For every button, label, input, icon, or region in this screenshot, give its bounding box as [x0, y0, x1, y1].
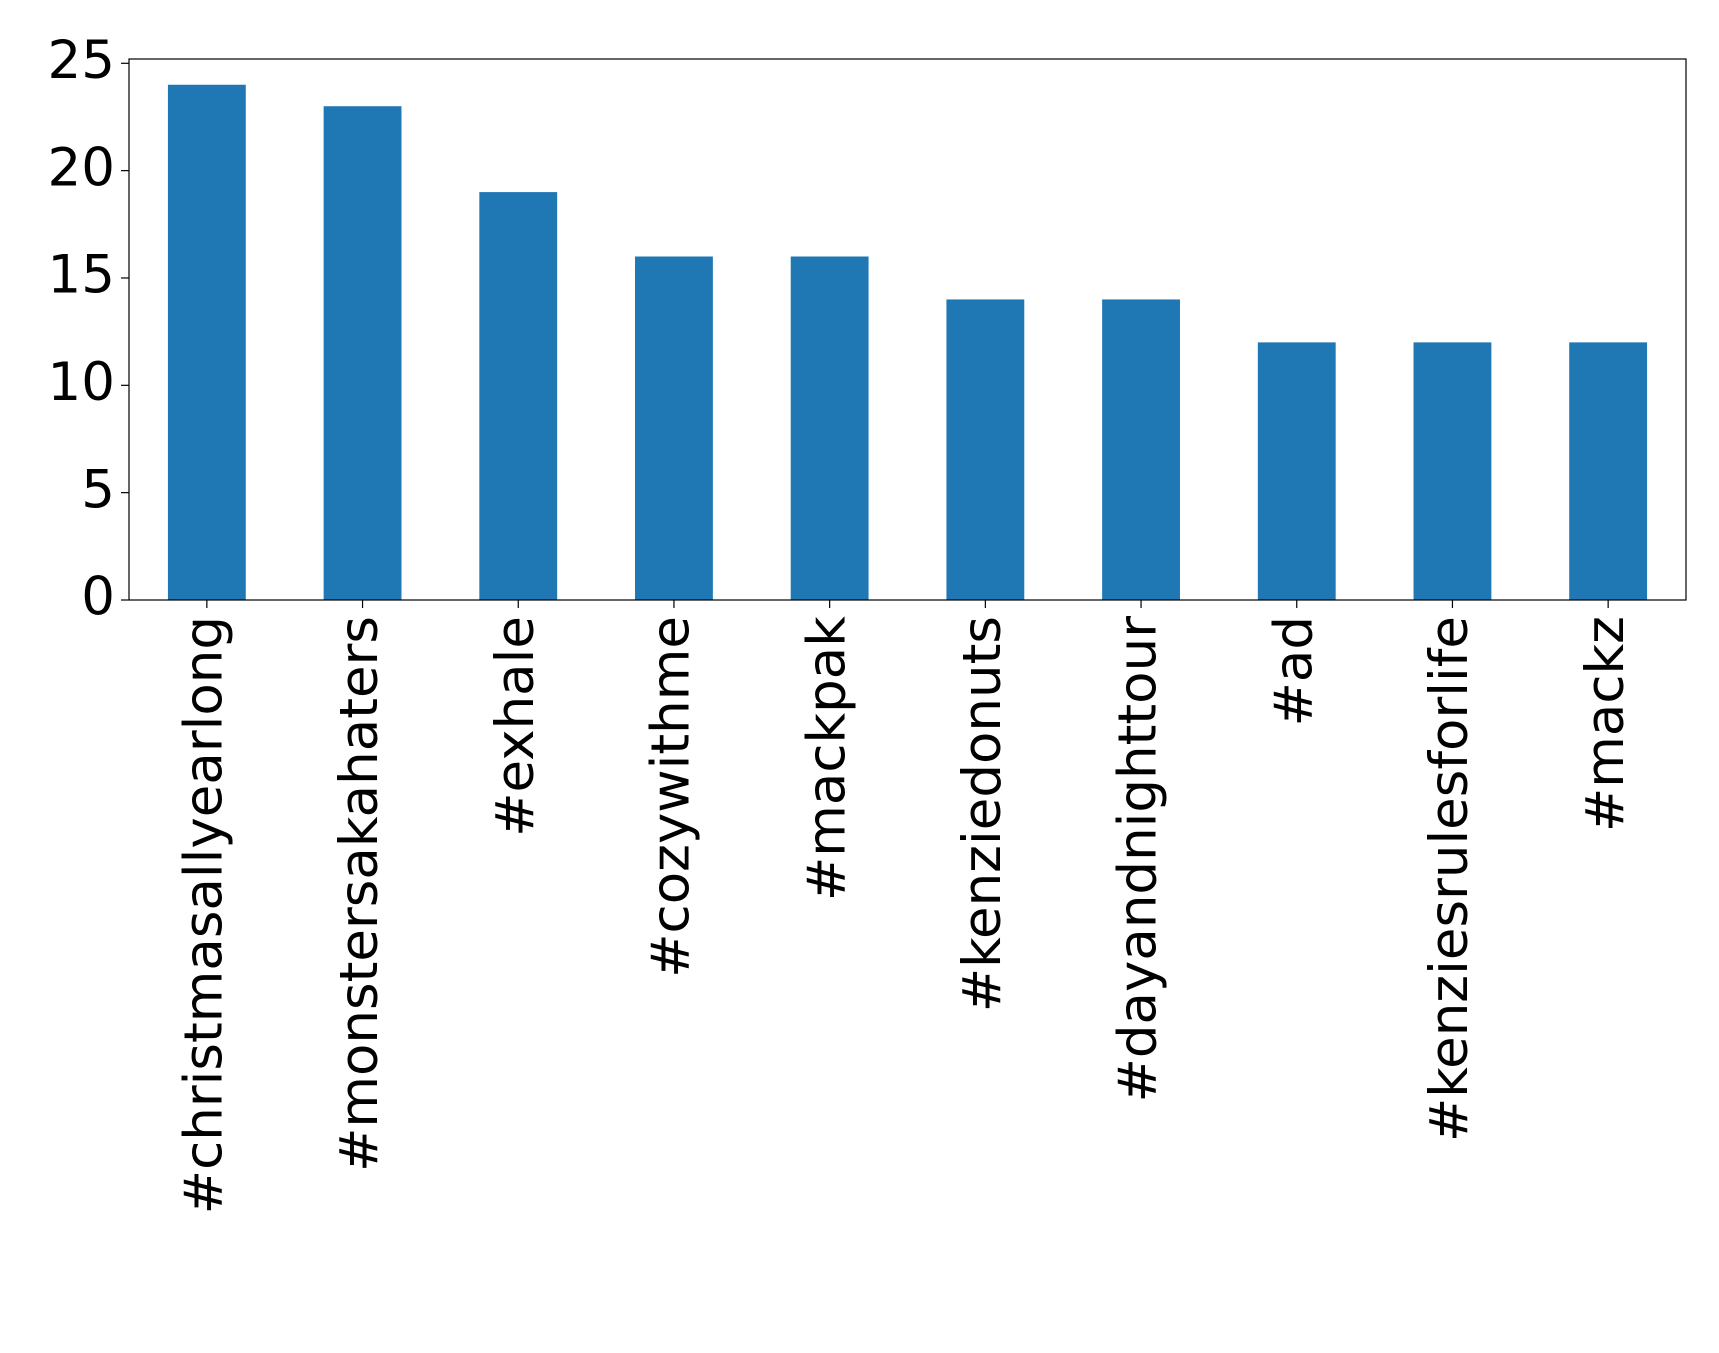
y-tick-label: 20	[48, 137, 115, 198]
bar	[946, 299, 1025, 600]
x-tick-label: #mackpak	[796, 616, 857, 901]
x-tick-label: #mackz	[1575, 616, 1636, 832]
plot-frame	[128, 58, 1687, 601]
bar	[323, 106, 402, 600]
bar	[1413, 342, 1492, 600]
x-tick-label: #dayandnighttour	[1108, 616, 1169, 1103]
y-tick-label: 25	[48, 30, 115, 91]
y-tick-label: 15	[48, 245, 115, 306]
bar	[1102, 299, 1180, 600]
y-tick-label: 5	[81, 459, 115, 520]
x-tick-label: #ad	[1263, 616, 1324, 727]
bar	[479, 192, 558, 600]
bar	[635, 256, 713, 600]
x-tick-label: #exhale	[485, 616, 546, 837]
y-tick-label: 10	[48, 352, 115, 413]
bar	[1569, 342, 1648, 600]
x-tick-label: #christmasallyearlong	[173, 616, 234, 1214]
x-tick-label: #kenziesrulesforlife	[1419, 616, 1480, 1142]
bar	[1257, 342, 1336, 600]
bar	[790, 256, 869, 600]
bar	[167, 84, 246, 600]
y-tick-label: 0	[81, 567, 115, 628]
x-tick-label: #cozywithme	[641, 616, 702, 978]
x-tick-label: #kenziedonuts	[952, 616, 1013, 1012]
x-tick-label: #monstersakahaters	[329, 616, 390, 1172]
